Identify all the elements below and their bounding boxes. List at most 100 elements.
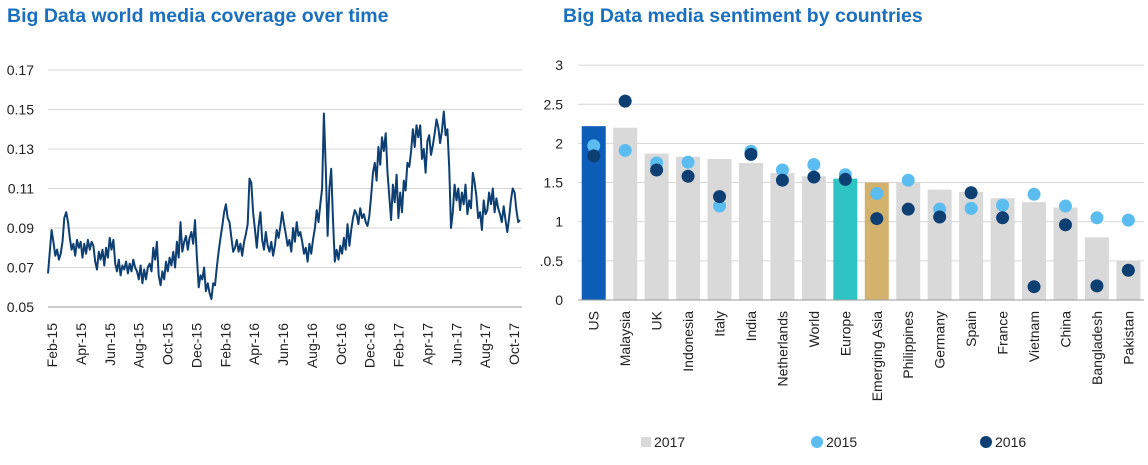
category-label: Pakistan [1120,311,1136,365]
x-tick-label: Aug-15 [131,323,147,368]
dot-2016-us [587,149,601,163]
legend-swatch-2015 [811,436,823,448]
y-tick-label: 2 [555,135,563,151]
x-tick-label: Jun-17 [448,323,464,366]
category-label: Europe [837,311,853,356]
bar-2017-uk [644,153,669,300]
dot-2015-indonesia [681,155,695,169]
x-tick-label: Feb-15 [44,323,60,368]
x-tick-label: Feb-17 [391,323,407,368]
legend-label-2016: 2016 [995,434,1026,450]
dot-2016-bangladesh [1090,279,1104,293]
bar-2017-india [738,162,763,300]
x-tick-label: Oct-16 [333,323,349,365]
y-tick-label: 1.5 [544,175,564,191]
x-tick-label: Apr-16 [246,323,262,365]
bar-2017-europe [833,178,858,300]
dot-2016-spain [964,186,978,200]
x-tick-label: Oct-17 [506,323,522,365]
dot-2016-europe [838,172,852,186]
x-tick-label: Aug-16 [304,323,320,368]
dot-2016-emerging-asia [870,212,884,226]
line-chart: 0.05 0.07 0.09 0.11 0.13 0.15 0.17 Feb-15 Apr-15… [7,62,522,368]
y-tick-label: 0 [555,292,563,308]
dot-2016-philippines [901,202,915,216]
y-tick-label: 0.05 [7,299,34,315]
dot-2015-pakistan [1121,213,1135,227]
category-label: China [1057,311,1073,348]
category-label: Malaysia [617,311,633,366]
bar-2017-italy [707,159,732,300]
x-tick-label: Aug-17 [477,323,493,368]
dot-2016-malaysia [618,94,632,108]
dot-2016-vietnam [1027,280,1041,294]
category-label: Indonesia [680,311,696,372]
bar-2017-emerging-asia [864,182,889,300]
y-tick-label: .0.5 [540,253,564,269]
dot-2015-malaysia [618,143,632,157]
category-label: Philippines [900,311,916,379]
line-chart-title: Big Data world media coverage over time [7,5,389,27]
dot-2015-italy [713,199,727,213]
x-tick-label: Feb-16 [217,323,233,368]
bar-2017-philippines [896,182,921,300]
category-label: Italy [712,311,728,337]
y-tick-label: 0.09 [7,220,34,236]
category-label: France [995,311,1011,355]
y-tick-label: 0.17 [7,62,34,78]
category-label: Emerging Asia [869,311,885,401]
category-label: Spain [963,311,979,347]
legend-label-2015: 2015 [826,434,857,450]
x-tick-label: Apr-17 [419,323,435,365]
dot-2016-netherlands [775,173,789,187]
category-label: Bangladesh [1089,311,1105,385]
y-tick-label: 1 [555,214,563,230]
dot-2015-bangladesh [1090,211,1104,225]
dot-2016-china [1058,218,1072,232]
dot-2016-india [744,147,758,161]
x-tick-label: Jun-16 [275,323,291,366]
dot-2015-philippines [901,173,915,187]
dot-2016-germany [933,210,947,224]
x-tick-label: Oct-15 [160,323,176,365]
dot-2016-italy [713,190,727,204]
x-tick-label: Jun-15 [102,323,118,366]
bar-chart-title: Big Data media sentiment by countries [563,5,923,27]
category-label: UK [649,310,665,330]
legend-swatch-2016 [980,436,992,448]
dot-2015-spain [964,201,978,215]
dot-2016-world [807,170,821,184]
dot-2015-china [1058,199,1072,213]
y-tick-label: 0.11 [8,181,34,197]
y-tick-label: 0.15 [7,102,34,118]
bar-2017-netherlands [770,173,795,300]
category-label: Germany [932,311,948,369]
dot-2016-pakistan [1121,263,1135,277]
bar-chart: 0 .0.5 1 1.5 2 2.5 3 US Malaysia UK Indonesia Italy… [540,57,1144,450]
category-label: Netherlands [774,311,790,387]
dot-2015-vietnam [1027,187,1041,201]
dot-2015-world [807,158,821,172]
y-tick-label: 3 [555,57,563,73]
dot-2016-france [996,211,1010,225]
x-tick-label: Dec-15 [188,323,204,368]
dot-2015-us [587,139,601,153]
y-tick-label: 2.5 [544,96,564,112]
x-tick-label: Apr-15 [73,323,89,365]
dot-2015-netherlands [775,163,789,177]
dot-2015-france [996,198,1010,212]
dot-2016-uk [650,163,664,177]
legend-label-2017: 2017 [654,434,685,450]
bar-2017-world [801,176,826,300]
dot-2016-indonesia [681,169,695,183]
category-label: World [806,311,822,347]
category-label: India [743,311,759,342]
dot-2015-emerging-asia [870,187,884,201]
x-tick-label: Dec-16 [362,323,378,368]
legend-swatch-2017 [641,437,651,447]
category-label: US [586,311,602,330]
y-tick-label: 0.13 [7,141,34,157]
y-tick-label: 0.07 [7,260,34,276]
category-label: Vietnam [1026,311,1042,362]
